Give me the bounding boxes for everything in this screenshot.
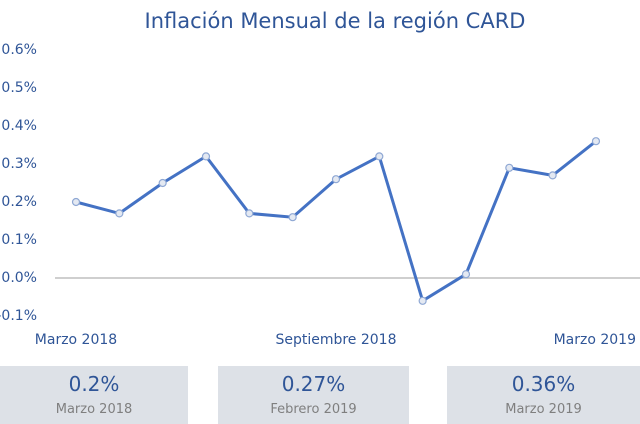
- y-tick-label: 0.1%: [1, 232, 37, 248]
- y-tick-label: 0.4%: [1, 118, 37, 134]
- summary-value: 0.2%: [68, 372, 120, 396]
- y-tick-label: 0.6%: [1, 42, 37, 58]
- y-tick-label: 0.3%: [1, 156, 37, 172]
- x-tick-label: Septiembre 2018: [275, 332, 396, 348]
- y-tick-label: 0.2%: [1, 194, 37, 210]
- point: [591, 137, 601, 146]
- y-tick-label: -0.1%: [0, 308, 37, 324]
- point: [71, 197, 81, 207]
- summary-label: Marzo 2018: [55, 402, 133, 417]
- point: [418, 296, 427, 305]
- point: [505, 163, 514, 172]
- summary-card: 0.27% Febrero 2019: [218, 366, 409, 424]
- point: [461, 270, 471, 279]
- y-tick-label: 0.0%: [1, 270, 37, 286]
- chart: Inflación Mensual de la región CARD -0.1…: [0, 9, 640, 348]
- point: [375, 152, 384, 161]
- y-tick-label: 0.5%: [1, 80, 37, 96]
- summary-label: Marzo 2019: [505, 402, 582, 417]
- point: [115, 209, 124, 218]
- point: [245, 209, 254, 218]
- summary-value: 0.27%: [281, 372, 346, 396]
- point: [201, 152, 211, 161]
- line: [75, 140, 597, 304]
- point: [288, 213, 297, 222]
- x-tick-label: Marzo 2019: [554, 332, 636, 348]
- point: [548, 171, 557, 180]
- summary-label: Febrero 2019: [270, 402, 357, 417]
- point: [331, 175, 341, 184]
- point: [158, 178, 167, 188]
- x-tick-label: Marzo 2018: [35, 332, 117, 348]
- summary-card: 0.36% Marzo 2019: [447, 366, 640, 424]
- summary-value: 0.36%: [511, 372, 576, 396]
- summary-card: 0.2% Marzo 2018: [0, 366, 188, 424]
- chart-title: Inflación Mensual de la región CARD: [145, 9, 526, 33]
